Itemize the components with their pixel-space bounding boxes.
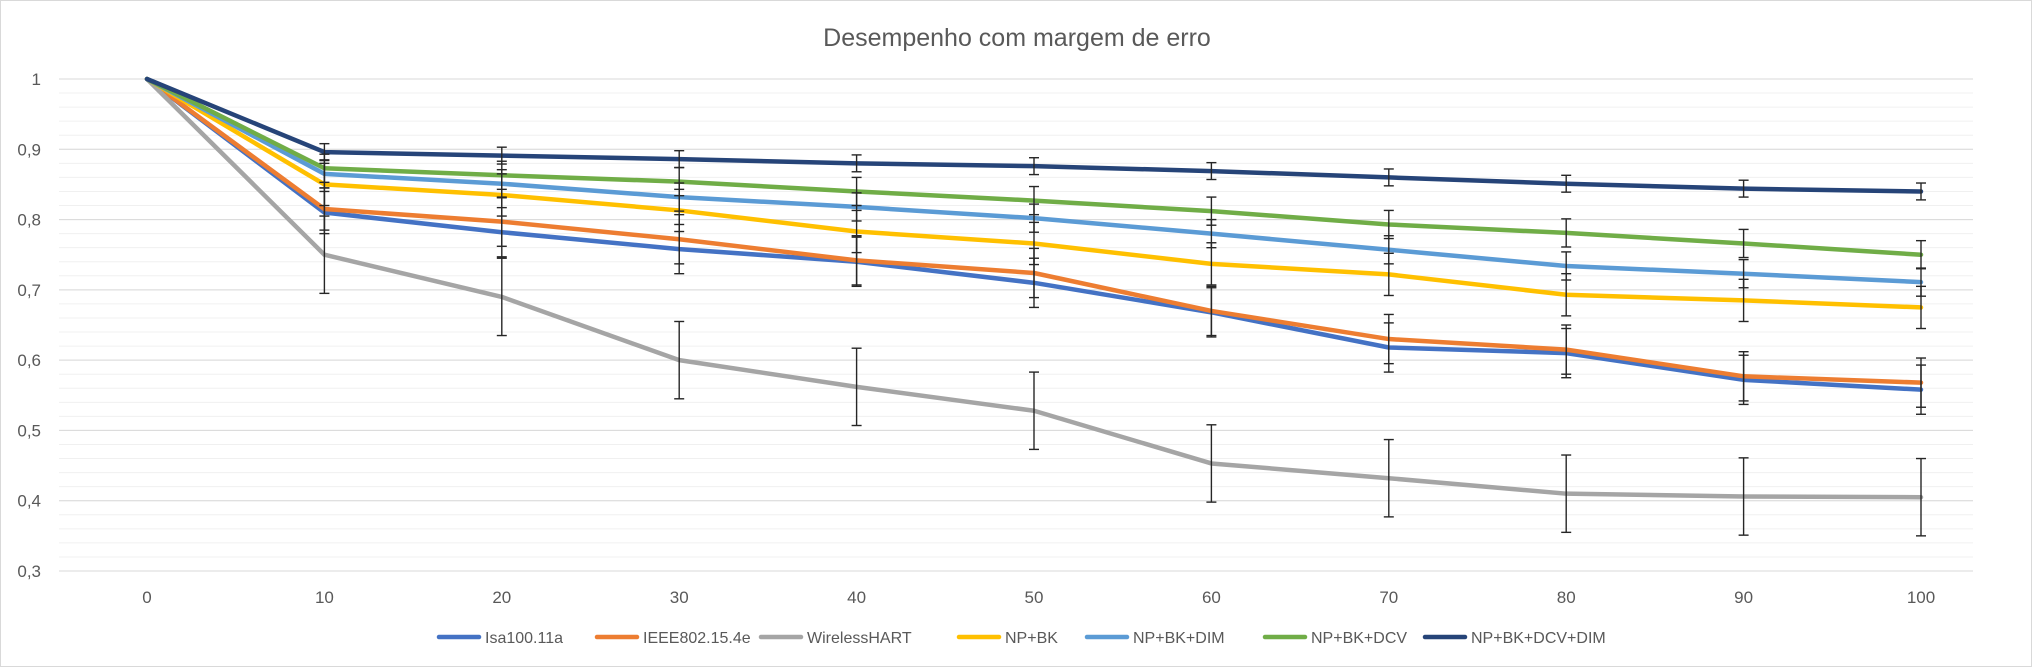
x-axis-tick-labels: 0 10 20 30 40 50 60 70 80 90 100	[142, 588, 1935, 607]
error-bar	[1561, 454, 1572, 534]
error-bar	[1206, 196, 1217, 226]
y-tick-label: 0,8	[17, 211, 41, 230]
error-bar	[1738, 351, 1749, 402]
error-bar	[1561, 324, 1572, 375]
chart-title: Desempenho com margem de erro	[823, 24, 1211, 52]
error-bar	[1738, 179, 1749, 198]
y-tick-label: 0,6	[17, 351, 41, 370]
error-bar	[1738, 228, 1749, 259]
x-tick-label: 0	[142, 588, 151, 607]
error-bar	[674, 320, 685, 400]
error-bar	[1738, 258, 1749, 289]
error-bar	[1206, 161, 1217, 181]
y-tick-label: 0,7	[17, 281, 41, 300]
x-tick-label: 100	[1907, 588, 1935, 607]
y-tick-label: 0,5	[17, 421, 41, 440]
error-bar	[319, 142, 330, 162]
error-bar	[1029, 371, 1039, 451]
y-tick-label: 0,3	[17, 562, 41, 581]
error-bar	[674, 149, 685, 169]
error-bar	[851, 347, 862, 427]
error-bar	[1383, 168, 1394, 187]
legend-label: NP+BK+DIM	[1133, 630, 1225, 647]
legend-label: NP+BK+DCV+DIM	[1471, 630, 1606, 647]
x-tick-label: 50	[1025, 588, 1044, 607]
x-tick-label: 80	[1557, 588, 1576, 607]
error-bar	[1029, 157, 1039, 176]
legend-label: NP+BK+DCV	[1311, 630, 1407, 647]
error-bars	[319, 142, 1926, 537]
y-tick-label: 1	[32, 70, 41, 89]
y-tick-label: 0,9	[17, 140, 41, 159]
legend-label: NP+BK	[1005, 630, 1058, 647]
error-bar	[1738, 457, 1749, 536]
legend-item: NP+BK+DCV	[1262, 630, 1407, 647]
error-bar	[1383, 313, 1394, 365]
error-bar	[1561, 174, 1572, 193]
error-bar	[1206, 285, 1217, 337]
x-tick-label: 10	[315, 588, 334, 607]
x-tick-label: 20	[492, 588, 511, 607]
error-bar	[1916, 457, 1926, 537]
legend-label: IEEE802.15.4e	[643, 630, 751, 647]
x-tick-label: 70	[1379, 588, 1398, 607]
error-bar	[1916, 357, 1926, 408]
legend: Isa100.11a IEEE802.15.4e WirelessHART NP+BK…	[436, 630, 1606, 647]
x-tick-label: 40	[847, 588, 866, 607]
error-bar	[319, 215, 330, 295]
y-axis-tick-labels: 0,3 0,4 0,5 0,6 0,7 0,8 0,9 1	[17, 70, 41, 581]
error-bar	[851, 154, 862, 173]
x-tick-label: 90	[1734, 588, 1753, 607]
error-bar	[1561, 218, 1572, 248]
error-bar	[1383, 438, 1394, 518]
error-bar	[1029, 185, 1039, 216]
legend-item: NP+BK	[956, 630, 1058, 647]
legend-item: NP+BK+DCV+DIM	[1422, 630, 1606, 647]
error-bar	[496, 257, 507, 337]
legend-label: Isa100.11a	[485, 630, 563, 647]
legend-item: Isa100.11a	[436, 630, 563, 647]
error-bar	[851, 176, 862, 207]
error-bar	[1561, 251, 1572, 281]
error-bar	[1383, 209, 1394, 240]
error-bar	[1916, 239, 1926, 270]
y-tick-label: 0,4	[17, 492, 41, 511]
legend-item: IEEE802.15.4e	[594, 630, 751, 647]
legend-item: NP+BK+DIM	[1084, 630, 1225, 647]
error-bar	[1916, 182, 1926, 201]
error-bar	[496, 146, 507, 165]
error-bar	[1206, 424, 1217, 503]
legend-item: WirelessHART	[758, 630, 912, 647]
x-tick-label: 60	[1202, 588, 1221, 607]
legend-label: WirelessHART	[807, 630, 912, 647]
x-tick-label: 30	[670, 588, 689, 607]
